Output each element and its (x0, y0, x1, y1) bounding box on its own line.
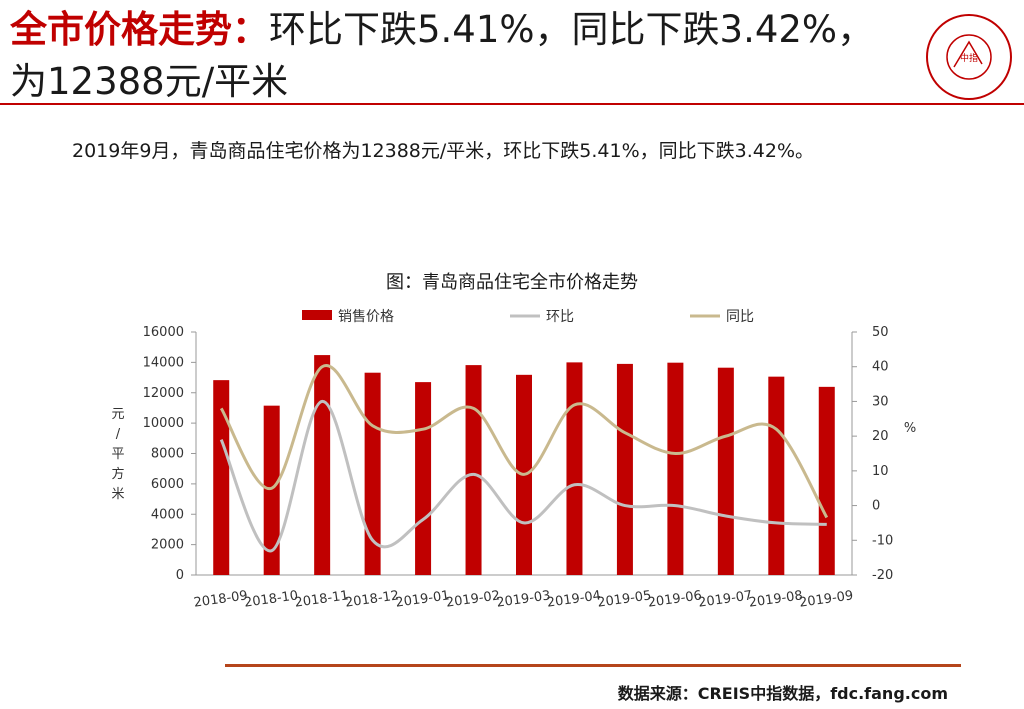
x-tick-label: 2018-10 (243, 588, 299, 610)
price-bar (616, 363, 633, 575)
x-tick-label: 2019-06 (647, 588, 703, 610)
y-axis-label-right: % (904, 421, 916, 436)
page-title: 全市价格走势：环比下跌5.41%，同比下跌3.42%，为12388元/平米 (10, 4, 910, 108)
yoy-line (219, 364, 829, 519)
y-tick-label-right: 40 (872, 360, 889, 375)
x-tick-label: 2018-11 (294, 588, 350, 610)
mom-line (219, 399, 827, 553)
legend-price-swatch (302, 310, 332, 320)
x-tick-label: 2019-02 (445, 588, 501, 610)
y-tick-label-right: 10 (872, 464, 889, 479)
x-tick-label: 2019-04 (546, 588, 602, 610)
y-tick-label-right: -20 (872, 568, 893, 583)
logo-center-text: 中指 (960, 52, 978, 64)
x-tick-label: 2019-01 (395, 588, 451, 610)
y-tick-label-left: 4000 (151, 507, 184, 522)
x-tick-label: 2019-08 (748, 588, 804, 610)
y-tick-label-left: 6000 (151, 477, 184, 492)
y-tick-label-left: 16000 (143, 325, 184, 340)
y-tick-label-right: 50 (872, 325, 889, 340)
x-tick-label: 2019-07 (697, 588, 753, 610)
title-highlight: 全市价格走势： (10, 8, 269, 51)
y-axis-label-left-char: 平 (111, 447, 124, 462)
summary-text: 2019年9月，青岛商品住宅价格为12388元/平米，环比下跌5.41%，同比下… (72, 140, 815, 162)
y-axis-label-left-char: 元 (111, 407, 124, 422)
y-tick-label-left: 14000 (143, 355, 184, 370)
y-tick-label-left: 12000 (143, 386, 184, 401)
y-tick-label-right: 30 (872, 394, 889, 409)
legend-mom-label: 环比 (546, 309, 574, 325)
price-bar (213, 380, 230, 575)
price-bar (818, 386, 835, 575)
y-tick-label-left: 2000 (151, 538, 184, 553)
x-tick-label: 2019-09 (798, 588, 854, 610)
x-tick-label: 2019-03 (496, 588, 552, 610)
price-bar (465, 365, 482, 575)
title-rest: 环比下跌5.41%，同比下跌3.42%，为12388元/平米 (10, 8, 875, 103)
price-bar (263, 405, 280, 575)
y-tick-label-left: 0 (176, 568, 184, 583)
x-tick-label: 2019-05 (596, 588, 652, 610)
x-tick-label: 2018-12 (344, 588, 400, 610)
header-divider (0, 103, 1024, 105)
china-index-academy-seal-icon: 中指 (926, 14, 1012, 100)
price-bar (768, 376, 785, 575)
y-axis-label-left-char: 方 (111, 466, 124, 482)
price-bar (566, 362, 583, 575)
chart-title: 图：青岛商品住宅全市价格走势 (386, 272, 638, 293)
y-tick-label-left: 10000 (143, 416, 184, 431)
y-tick-label-left: 8000 (151, 447, 184, 462)
y-axis-label-left-char: / (116, 427, 121, 442)
footer-divider (225, 664, 961, 667)
x-tick-label: 2018-09 (193, 588, 249, 610)
legend-price-label: 销售价格 (338, 309, 394, 325)
y-axis-label-left-char: 米 (111, 487, 124, 502)
price-bar (717, 367, 734, 575)
legend-yoy-label: 同比 (726, 309, 754, 325)
y-tick-label-right: -10 (872, 533, 893, 548)
price-bar (667, 362, 684, 575)
y-tick-label-right: 20 (872, 429, 889, 444)
data-source: 数据来源：CREIS中指数据，fdc.fang.com (617, 684, 948, 703)
price-bar (314, 355, 331, 575)
y-tick-label-right: 0 (872, 499, 880, 514)
price-bar (415, 382, 432, 575)
